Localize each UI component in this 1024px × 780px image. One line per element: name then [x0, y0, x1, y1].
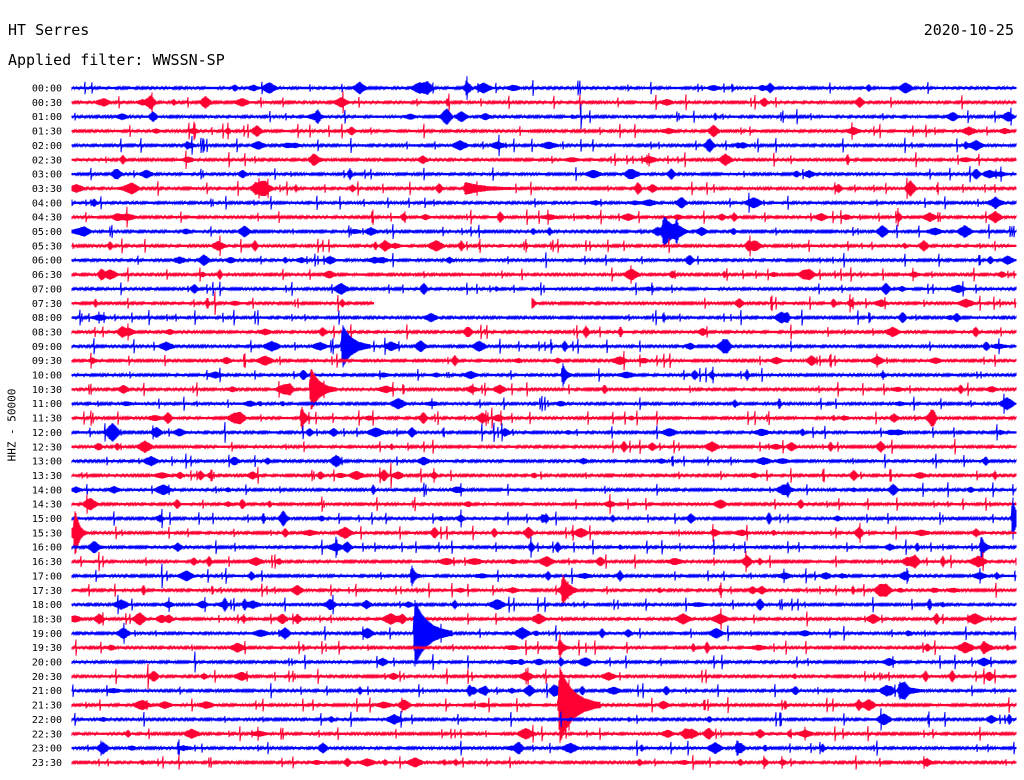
row-time-label: 08:00	[32, 313, 62, 324]
row-time-label: 14:00	[32, 485, 62, 496]
row-time-label: 15:00	[32, 514, 62, 525]
row-time-label: 05:30	[32, 241, 62, 252]
row-time-label: 14:30	[32, 500, 62, 511]
date-label: 2020-10-25	[923, 21, 1014, 39]
data-gap	[374, 296, 532, 311]
row-time-label: 20:00	[32, 658, 62, 669]
row-time-label: 06:30	[32, 270, 62, 281]
row-time-label: 00:00	[32, 84, 62, 95]
station-title: HT Serres	[8, 21, 90, 39]
row-time-label: 21:30	[32, 701, 62, 712]
row-time-label: 17:30	[32, 586, 62, 597]
row-time-label: 23:30	[32, 758, 62, 769]
row-time-label: 13:00	[32, 457, 62, 468]
row-time-label: 03:00	[32, 170, 62, 181]
row-time-label: 15:30	[32, 528, 62, 539]
row-time-label: 11:30	[32, 414, 62, 425]
row-time-label: 06:00	[32, 256, 62, 267]
row-time-label: 01:30	[32, 127, 62, 138]
trace-group	[71, 76, 1017, 770]
row-time-label: 05:00	[32, 227, 62, 238]
row-time-label: 07:30	[32, 299, 62, 310]
row-time-label: 18:30	[32, 614, 62, 625]
row-time-label: 04:30	[32, 213, 62, 224]
row-time-label: 16:30	[32, 557, 62, 568]
row-time-label: 00:30	[32, 98, 62, 109]
row-time-label: 03:30	[32, 184, 62, 195]
row-time-label: 17:00	[32, 571, 62, 582]
row-time-label: 19:00	[32, 629, 62, 640]
row-time-label: 20:30	[32, 672, 62, 683]
filter-label: Applied filter: WWSSN-SP	[8, 51, 225, 69]
row-time-label: 19:30	[32, 643, 62, 654]
row-time-label: 16:00	[32, 543, 62, 554]
row-time-label: 01:00	[32, 112, 62, 123]
row-time-label: 12:30	[32, 442, 62, 453]
row-time-label: 10:00	[32, 371, 62, 382]
row-time-label: 10:30	[32, 385, 62, 396]
row-time-label: 09:30	[32, 356, 62, 367]
row-time-label: 07:00	[32, 284, 62, 295]
row-time-label: 13:30	[32, 471, 62, 482]
row-time-label: 22:00	[32, 715, 62, 726]
row-time-label: 08:30	[32, 327, 62, 338]
time-label-group: 00:00 00:30 01:00 01:30 02:00 02:30 03:00 03:30…	[32, 84, 62, 769]
row-time-label: 11:00	[32, 399, 62, 410]
row-time-label: 04:00	[32, 198, 62, 209]
row-time-label: 02:30	[32, 155, 62, 166]
row-time-label: 18:00	[32, 600, 62, 611]
row-time-label: 09:00	[32, 342, 62, 353]
row-time-label: 23:00	[32, 744, 62, 755]
row-time-label: 02:00	[32, 141, 62, 152]
row-time-label: 21:00	[32, 686, 62, 697]
row-time-label: 12:00	[32, 428, 62, 439]
row-time-label: 22:30	[32, 729, 62, 740]
